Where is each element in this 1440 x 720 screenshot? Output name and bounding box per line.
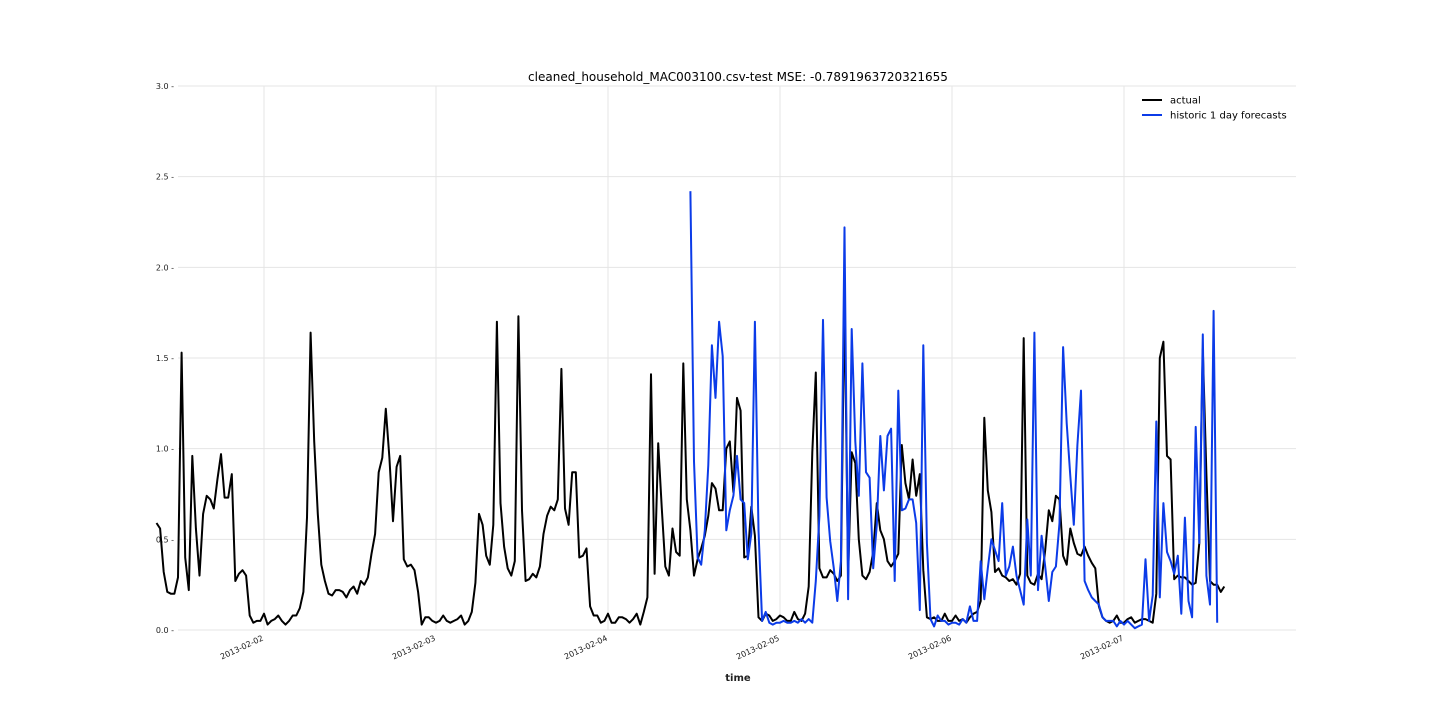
- x-tick-label: 2013-02-05: [735, 634, 781, 662]
- y-tick-label: 1.5 -: [156, 354, 174, 363]
- y-axis-ticks: 0.0 - 0.5 - 1.0 - 1.5 - 2.0 - 2.5 - 3.0 -: [156, 82, 174, 635]
- y-tick-label: 2.5 -: [156, 173, 174, 182]
- y-tick-label: 3.0 -: [156, 82, 174, 91]
- chart-title: cleaned_household_MAC003100.csv-test MSE…: [528, 70, 948, 84]
- legend-label-forecast: historic 1 day forecasts: [1170, 111, 1287, 122]
- x-axis-ticks: 2013-02-02 2013-02-03 2013-02-04 2013-02-05…: [219, 634, 1125, 662]
- x-tick-label: 2013-02-04: [563, 634, 609, 662]
- series-line-actual: [155, 291, 1226, 626]
- y-tick-label: 1.0 -: [156, 445, 174, 454]
- series-lines: [155, 191, 1226, 630]
- gridlines: [178, 85, 1296, 631]
- x-tick-label: 2013-02-03: [391, 634, 437, 662]
- x-tick-label: 2013-02-07: [1079, 634, 1125, 662]
- series-line-forecast: [689, 191, 1219, 630]
- x-axis-label: time: [725, 673, 751, 684]
- y-tick-label: 2.0 -: [156, 263, 174, 272]
- y-tick-label: 0.5 -: [156, 535, 174, 544]
- legend-label-actual: actual: [1170, 96, 1201, 107]
- x-tick-label: 2013-02-02: [219, 634, 265, 662]
- y-tick-label: 0.0 -: [156, 626, 174, 635]
- x-tick-label: 2013-02-06: [907, 634, 953, 662]
- legend: actual historic 1 day forecasts: [1142, 96, 1287, 122]
